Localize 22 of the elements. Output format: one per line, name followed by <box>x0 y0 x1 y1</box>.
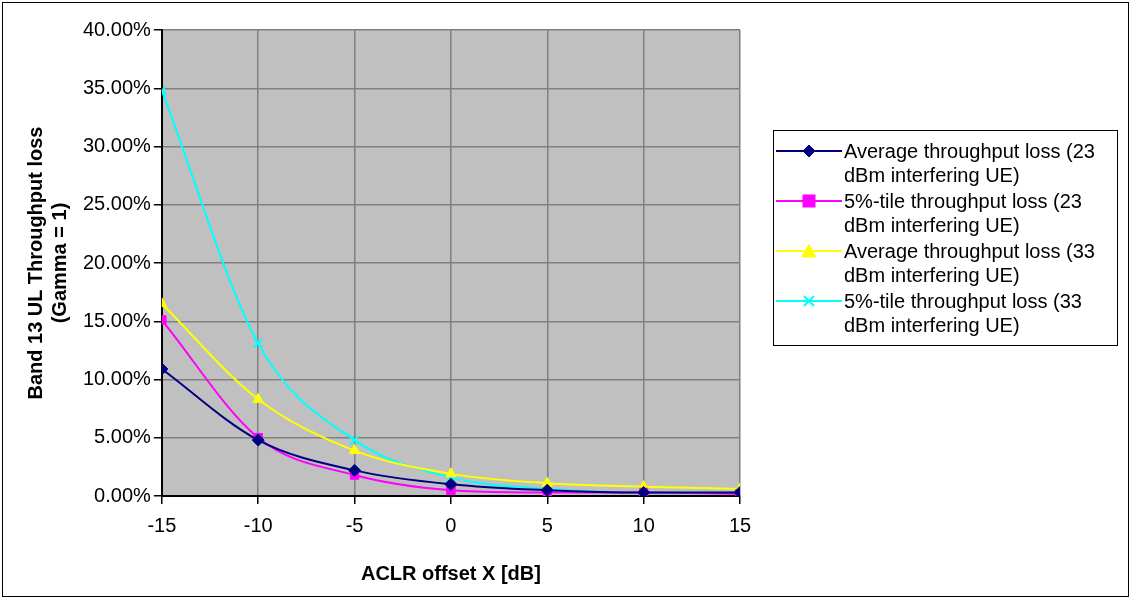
y-tick-label: 35.00% <box>82 75 152 98</box>
x-tick-label: 15 <box>728 513 752 536</box>
x-tick-label: 5 <box>541 513 553 536</box>
x-tick-label: 0 <box>445 513 457 536</box>
y-tick-label: 15.00% <box>82 308 152 331</box>
y-tick-label: 0.00% <box>94 483 152 506</box>
x-tick-label: 10 <box>632 513 655 536</box>
x-tick-label: -5 <box>345 513 364 536</box>
legend-label: Average throughput loss (33 dBm interfering UE) <box>844 239 1096 287</box>
y-tick-label: 25.00% <box>82 192 152 215</box>
x-tick-label: -15 <box>147 513 177 536</box>
x-axis-title: ACLR offset X [dB] <box>360 561 541 584</box>
y-tick-label: 40.00% <box>82 17 152 40</box>
y-axis-title: Band 13 UL Throughput loss (Gamma = 1) <box>23 126 70 400</box>
y-tick-label: 30.00% <box>82 134 152 157</box>
legend-label: 5%-tile throughput loss (23 dBm interfering UE) <box>844 189 1083 237</box>
legend-label: 5%-tile throughput loss (33 dBm interfering UE) <box>844 289 1083 337</box>
y-tick-label: 20.00% <box>82 250 152 273</box>
x-tick-label: -10 <box>243 513 273 536</box>
y-tick-label: 10.00% <box>82 367 152 390</box>
y-tick-label: 5.00% <box>94 425 152 448</box>
legend-label: Average throughput loss (23 dBm interfering UE) <box>844 139 1096 187</box>
